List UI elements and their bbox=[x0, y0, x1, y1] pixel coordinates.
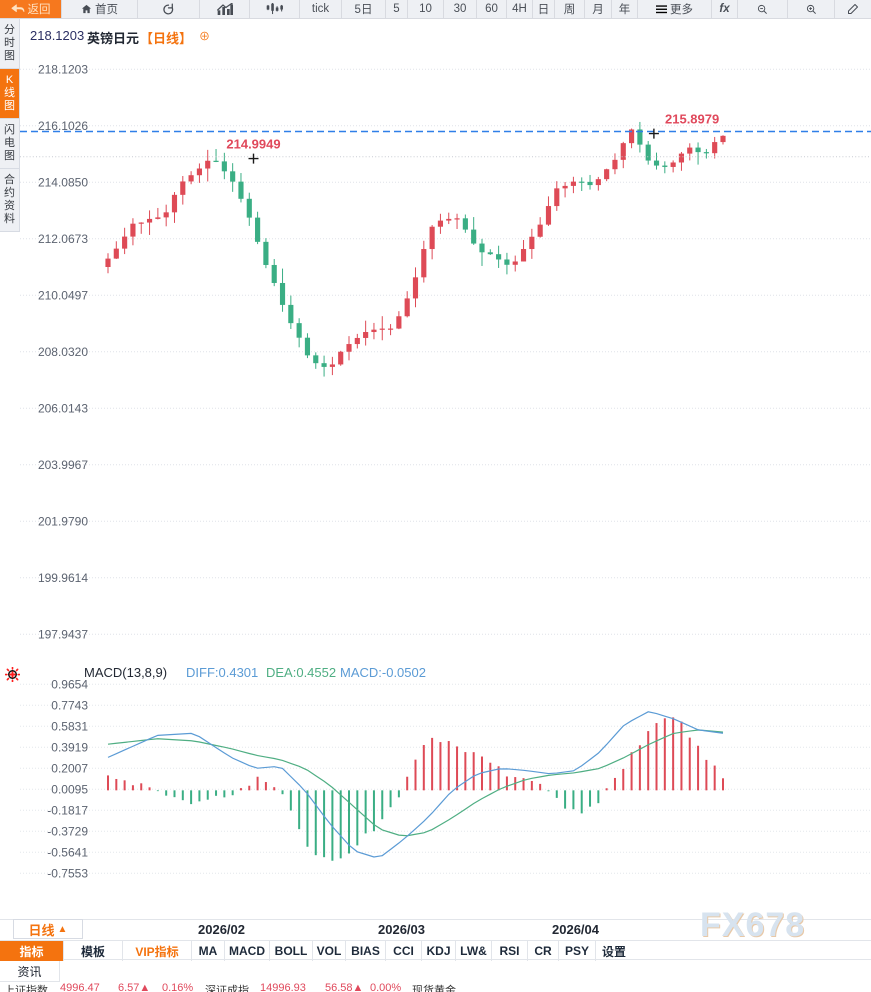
svg-text:216.1026: 216.1026 bbox=[38, 119, 88, 133]
svg-text:210.0497: 210.0497 bbox=[38, 288, 88, 302]
svg-text:-0.7553: -0.7553 bbox=[47, 866, 88, 880]
svg-text:0.3919: 0.3919 bbox=[51, 740, 88, 754]
svg-text:199.9614: 199.9614 bbox=[38, 571, 88, 585]
svg-text:-0.1817: -0.1817 bbox=[47, 803, 88, 817]
svg-text:197.9437: 197.9437 bbox=[38, 627, 88, 641]
svg-text:-0.3729: -0.3729 bbox=[47, 824, 88, 838]
svg-text:0.7743: 0.7743 bbox=[51, 698, 88, 712]
svg-text:214.0850: 214.0850 bbox=[38, 175, 88, 189]
svg-text:208.0320: 208.0320 bbox=[38, 345, 88, 359]
svg-text:212.0673: 212.0673 bbox=[38, 232, 88, 246]
svg-text:0.0095: 0.0095 bbox=[51, 782, 88, 796]
svg-text:0.2007: 0.2007 bbox=[51, 761, 88, 775]
svg-text:218.1203: 218.1203 bbox=[38, 62, 88, 76]
svg-text:203.9967: 203.9967 bbox=[38, 458, 88, 472]
svg-text:0.9654: 0.9654 bbox=[51, 677, 88, 691]
svg-text:215.8979: 215.8979 bbox=[665, 112, 719, 127]
svg-text:214.9949: 214.9949 bbox=[226, 137, 280, 152]
svg-text:201.9790: 201.9790 bbox=[38, 514, 88, 528]
svg-text:206.0143: 206.0143 bbox=[38, 401, 88, 415]
svg-text:0.5831: 0.5831 bbox=[51, 719, 88, 733]
svg-text:-0.5641: -0.5641 bbox=[47, 845, 88, 859]
